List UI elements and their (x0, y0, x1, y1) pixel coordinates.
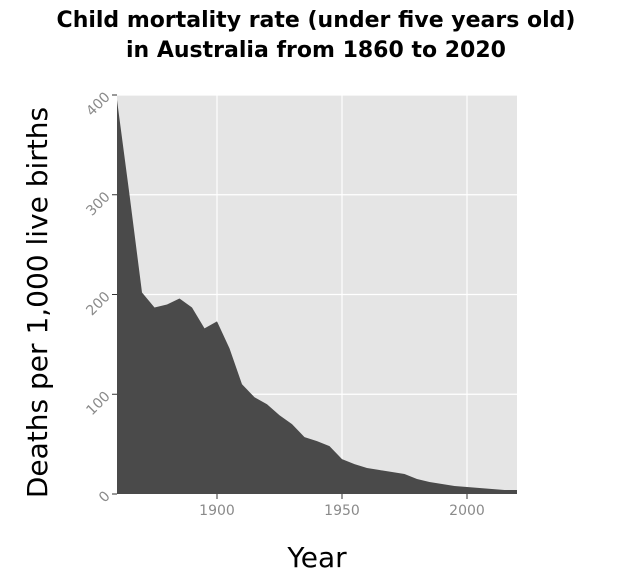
x-axis-ticks: 1900 1950 2000 (199, 494, 485, 519)
chart-title-line-2: in Australia from 1860 to 2020 (126, 38, 506, 63)
x-tick-label: 2000 (449, 503, 485, 519)
mortality-area-series (117, 99, 517, 495)
x-tick-label: 1900 (199, 503, 235, 519)
chart-title-line-1: Child mortality rate (under five years o… (56, 8, 576, 33)
y-tick-label: 200 (83, 289, 113, 319)
x-tick-label: 1950 (324, 503, 360, 519)
y-tick-label: 100 (83, 389, 113, 419)
y-tick-label: 400 (83, 89, 113, 119)
x-axis-label: Year (286, 541, 347, 574)
y-axis-ticks: 0 100 200 300 400 (83, 89, 117, 506)
y-tick-label: 0 (96, 488, 114, 506)
chart-title: Child mortality rate (under five years o… (0, 6, 632, 66)
y-tick-label: 300 (83, 189, 113, 219)
y-axis-label: Deaths per 1,000 live births (21, 107, 54, 498)
